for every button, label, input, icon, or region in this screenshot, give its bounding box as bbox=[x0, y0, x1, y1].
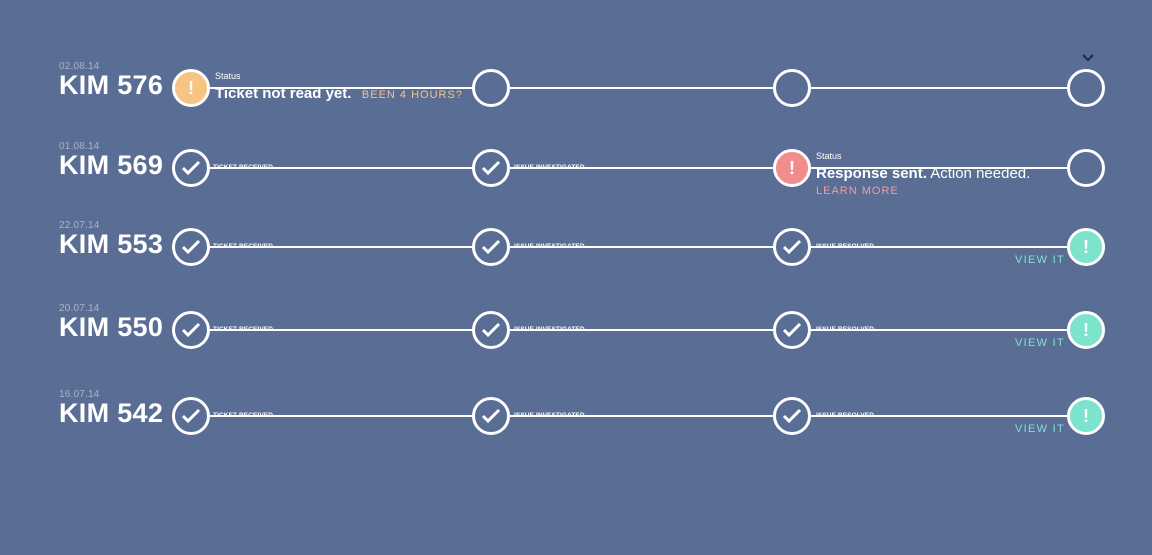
exclamation-icon: ! bbox=[1083, 237, 1089, 257]
ticket-date: 02.08.14 bbox=[59, 61, 100, 72]
ticket-row-553[interactable]: 22.07.14 KIM 553 TICKET RECEIVED ISSUE I… bbox=[0, 220, 1152, 280]
step-label: ISSUE RESOLVED bbox=[816, 326, 874, 333]
ticket-id[interactable]: KIM 569 bbox=[59, 150, 164, 180]
status-info: Status Ticket not read yet. BEEN 4 HOURS… bbox=[215, 71, 463, 103]
check-icon bbox=[181, 322, 201, 338]
step-node-done bbox=[472, 311, 510, 349]
status-node-pending[interactable]: ! bbox=[172, 69, 210, 107]
step-node-done bbox=[472, 149, 510, 187]
step-label: TICKET RECEIVED bbox=[213, 164, 274, 171]
check-icon bbox=[782, 408, 802, 424]
step-label: TICKET RECEIVED bbox=[213, 326, 274, 333]
check-icon bbox=[481, 322, 501, 338]
step-label: ISSUE INVESTIGATED bbox=[514, 243, 585, 250]
ticket-id[interactable]: KIM 550 bbox=[59, 312, 164, 342]
ticket-date: 01.08.14 bbox=[59, 141, 100, 152]
step-label: ISSUE INVESTIGATED bbox=[514, 412, 585, 419]
exclamation-icon: ! bbox=[1083, 320, 1089, 340]
step-node-done bbox=[773, 311, 811, 349]
status-node-resolved[interactable]: ! bbox=[1067, 228, 1105, 266]
progress-line bbox=[190, 167, 1086, 169]
chevron-down-icon[interactable] bbox=[1081, 53, 1095, 63]
step-node-empty bbox=[1067, 69, 1105, 107]
check-icon bbox=[481, 239, 501, 255]
step-label: ISSUE RESOLVED bbox=[816, 412, 874, 419]
been-4-hours-link[interactable]: BEEN 4 HOURS? bbox=[361, 89, 463, 101]
status-info: Status Response sent. Action needed. LEA… bbox=[816, 151, 1030, 197]
status-text: Ticket not read yet. bbox=[215, 85, 352, 102]
progress-line bbox=[190, 246, 1086, 248]
step-node-done bbox=[773, 228, 811, 266]
step-label: ISSUE INVESTIGATED bbox=[514, 164, 585, 171]
ticket-date: 20.07.14 bbox=[59, 303, 100, 314]
step-node-empty bbox=[1067, 149, 1105, 187]
exclamation-icon: ! bbox=[188, 78, 194, 98]
ticket-id[interactable]: KIM 576 bbox=[59, 70, 164, 100]
check-icon bbox=[481, 160, 501, 176]
status-caption: Status bbox=[215, 71, 241, 81]
check-icon bbox=[782, 322, 802, 338]
step-label: ISSUE INVESTIGATED bbox=[514, 326, 585, 333]
exclamation-icon: ! bbox=[789, 158, 795, 178]
status-text: Response sent. Action needed. bbox=[816, 165, 1031, 182]
step-node-done bbox=[472, 397, 510, 435]
status-node-resolved[interactable]: ! bbox=[1067, 397, 1105, 435]
check-icon bbox=[181, 239, 201, 255]
step-node-empty bbox=[773, 69, 811, 107]
ticket-date: 16.07.14 bbox=[59, 389, 100, 400]
progress-line bbox=[190, 329, 1086, 331]
exclamation-icon: ! bbox=[1083, 406, 1089, 426]
status-node-warning[interactable]: ! bbox=[773, 149, 811, 187]
ticket-date: 22.07.14 bbox=[59, 220, 100, 231]
step-node-done bbox=[172, 311, 210, 349]
step-label: ISSUE RESOLVED bbox=[816, 243, 874, 250]
step-node-done bbox=[172, 149, 210, 187]
view-it-link[interactable]: VIEW IT bbox=[1015, 337, 1066, 349]
step-node-done bbox=[773, 397, 811, 435]
check-icon bbox=[481, 408, 501, 424]
ticket-row-576[interactable]: 02.08.14 KIM 576 ! Status Ticket not rea… bbox=[0, 61, 1152, 121]
progress-line bbox=[190, 87, 1086, 89]
step-node-empty bbox=[472, 69, 510, 107]
step-node-done bbox=[472, 228, 510, 266]
check-icon bbox=[181, 408, 201, 424]
step-node-done bbox=[172, 228, 210, 266]
check-icon bbox=[782, 239, 802, 255]
ticket-id[interactable]: KIM 542 bbox=[59, 398, 164, 428]
step-label: TICKET RECEIVED bbox=[213, 243, 274, 250]
ticket-id[interactable]: KIM 553 bbox=[59, 229, 164, 259]
learn-more-link[interactable]: LEARN MORE bbox=[816, 185, 899, 197]
ticket-row-542[interactable]: 16.07.14 KIM 542 TICKET RECEIVED ISSUE I… bbox=[0, 389, 1152, 449]
step-node-done bbox=[172, 397, 210, 435]
view-it-link[interactable]: VIEW IT bbox=[1015, 254, 1066, 266]
view-it-link[interactable]: VIEW IT bbox=[1015, 423, 1066, 435]
progress-line bbox=[190, 415, 1086, 417]
step-label: TICKET RECEIVED bbox=[213, 412, 274, 419]
status-caption: Status bbox=[816, 151, 842, 161]
ticket-row-569[interactable]: 01.08.14 KIM 569 TICKET RECEIVED ISSUE I… bbox=[0, 141, 1152, 201]
status-node-resolved[interactable]: ! bbox=[1067, 311, 1105, 349]
ticket-row-550[interactable]: 20.07.14 KIM 550 TICKET RECEIVED ISSUE I… bbox=[0, 303, 1152, 363]
check-icon bbox=[181, 160, 201, 176]
